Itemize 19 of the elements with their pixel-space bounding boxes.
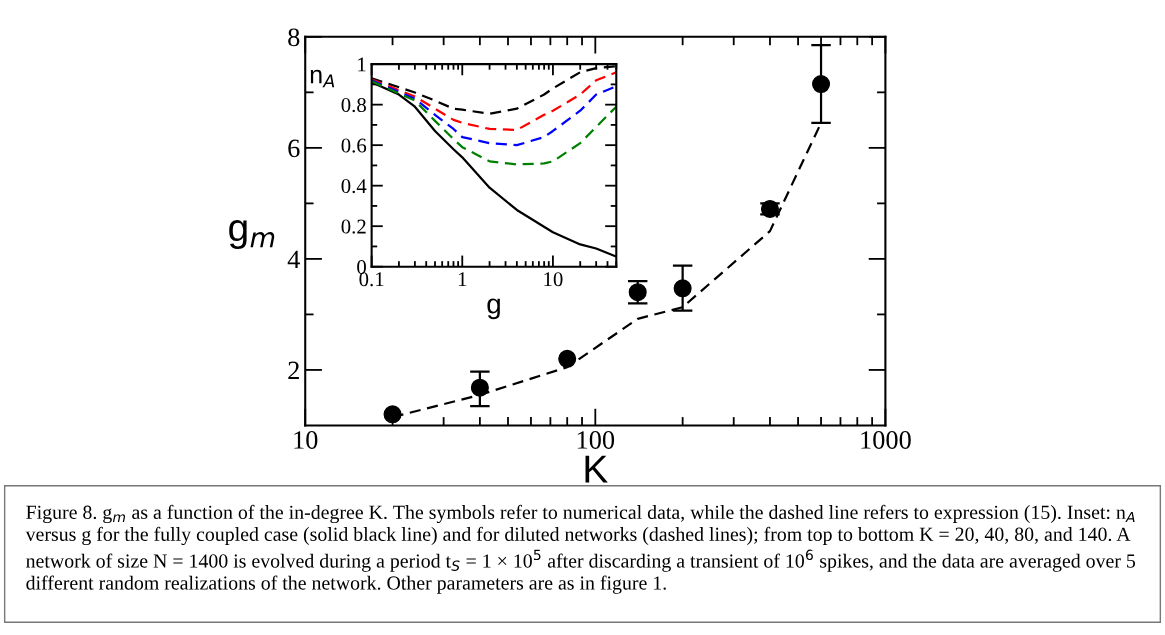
- x-tick-label: 1: [458, 272, 467, 287]
- x-tick-label: 100: [577, 431, 615, 449]
- y-axis-title: n$_{A}$: [310, 69, 335, 88]
- y-tick-label: 0.2: [341, 219, 366, 234]
- y-tick-label: 4: [287, 250, 300, 269]
- x-tick-label: 10: [544, 272, 563, 287]
- x-tick-label: 1000: [861, 431, 911, 449]
- x-axis-title: K: [585, 455, 608, 483]
- y-tick-label: 0.6: [341, 138, 367, 153]
- y-tick-label: 0.4: [341, 179, 367, 194]
- y-tick-label: 8: [288, 28, 300, 47]
- x-tick-label: 10: [294, 431, 318, 449]
- y-tick-label: 6: [288, 139, 300, 158]
- x-axis-title: g: [487, 298, 500, 320]
- text: Figure 8. g$_{m}$ as a function of the in-degree K. The symbols refer to numerical data, while the dashed line refers to expression (15). Inset: n$_{A}$ versus g for the fully coupled case (solid black line) and for diluted networks (dashed lines); from top to bottom K = 20, 40, 80, and 140. A network of size N = 1400 is evolved during a period t$_{S}$ = 1 × 10$^{5}$ after discarding a transient of 10$^{6}$ spikes, and the data are averaged over 5 different random realizations of the network. Other parameters are as in figure 1.: [25, 504, 1136, 594]
- y-axis-title: g$_{m}$: [229, 220, 275, 250]
- y-tick-label: 0.8: [341, 98, 366, 113]
- y-tick-label: 1: [358, 57, 366, 72]
- y-tick-label: 2: [288, 361, 299, 380]
